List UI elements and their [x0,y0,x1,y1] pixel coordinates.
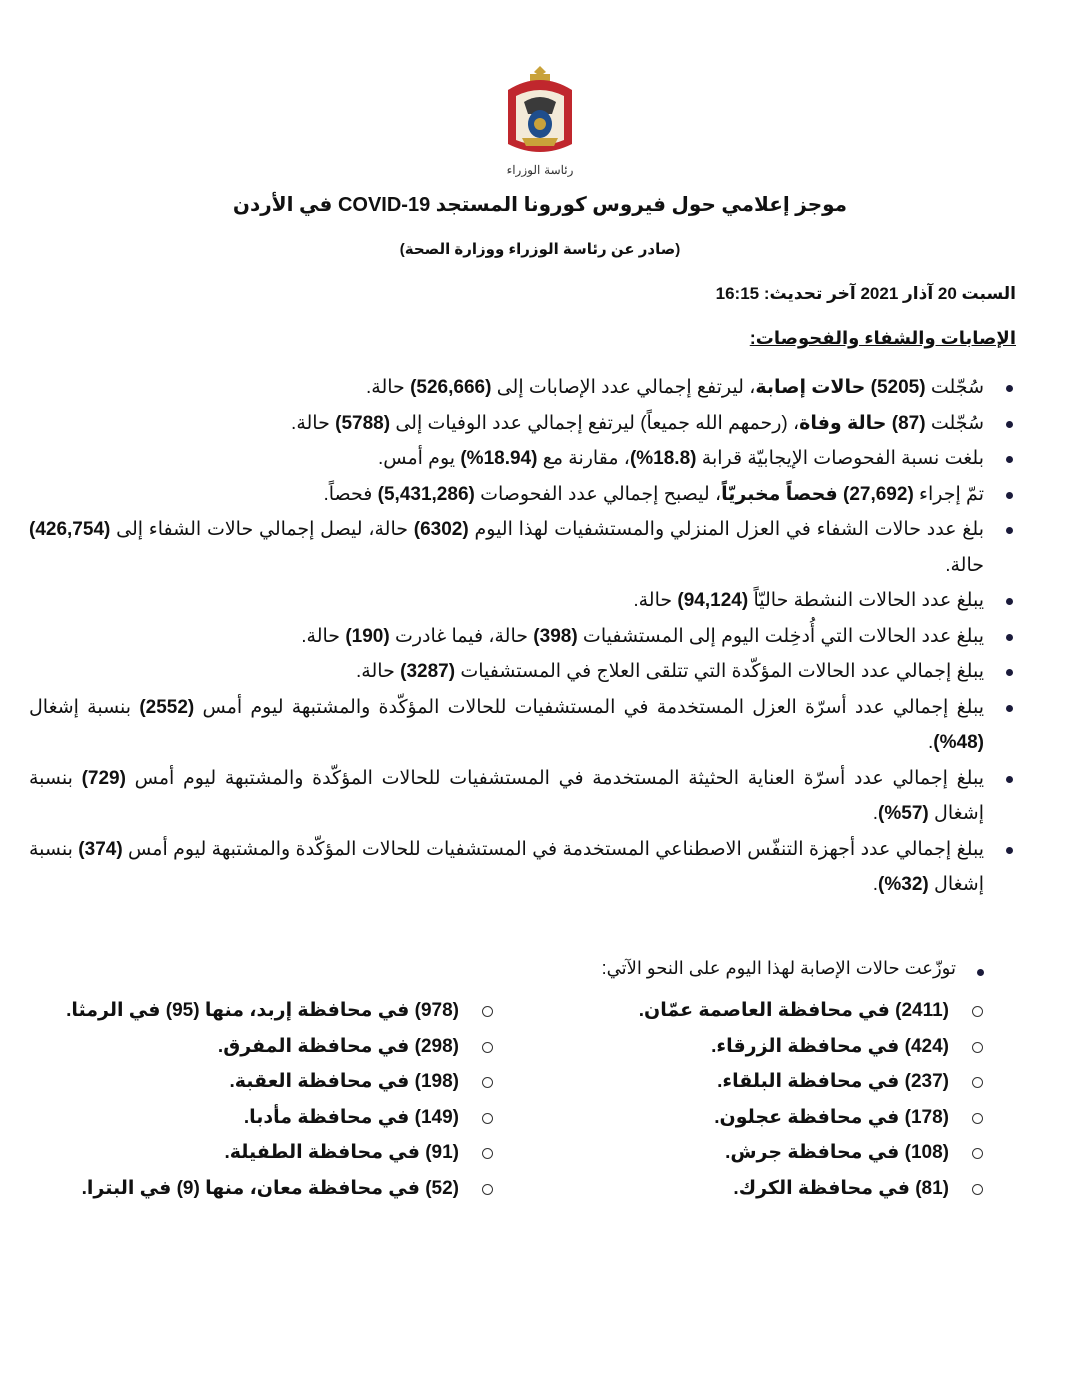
bold-figure: (18.94%) [460,448,538,469]
bullet-text: ، مقارنة مع [537,448,630,469]
bullet-text: حالة، فيما غادرت [389,625,534,647]
governorate-item: (424) في محافظة الزرقاء. [639,1029,985,1065]
svg-text:رئاسة الوزراء: رئاسة الوزراء [507,163,574,177]
bold-figure: (526,666) [410,377,492,398]
stat-bullet-item: سُجّلت (5205) حالات إصابة، ليرتفع إجمالي… [29,370,1013,406]
stat-bullet-item: بلغت نسبة الفحوصات الإيجابيّة قرابة (18.… [29,441,1013,477]
bullet-text: سُجّلت [925,412,984,434]
bullet-text: يبلغ إجمالي عدد أجهزة التنفّس الاصطناعي … [122,838,984,860]
bullet-text: بنسبة إشغال [29,696,140,718]
bullet-text: يبلغ إجمالي عدد أسرّة العزل المستخدمة في… [194,696,984,718]
governorate-item: (149) في محافظة مأدبا. [66,1100,495,1136]
bullet-text: . [872,874,879,895]
bullet-text: حالة. [291,412,336,434]
bold-figure: (5788) [335,412,391,434]
bold-figure: (2552) [139,696,195,718]
stat-bullet-item: بلغ عدد حالات الشفاء في العزل المنزلي وا… [29,512,1013,583]
governorate-item: (2411) في محافظة العاصمة عمّان. [639,993,985,1029]
bullet-text: بنسبة إشغال [29,838,984,896]
stat-bullet-item: يبلغ عدد الحالات التي أُدخِلت اليوم إلى … [29,619,1013,655]
stat-bullet-item: يبلغ عدد الحالات النشطة حاليّاً (94,124)… [29,583,1013,619]
governorate-item: (52) في محافظة معان، منها (9) في البترا. [66,1171,495,1207]
bullet-text: بلغت نسبة الفحوصات الإيجابيّة قرابة [696,448,984,469]
section-heading: الإصابات والشفاء والفحوصات: [749,328,1016,348]
bullet-text: سُجّلت [925,377,984,398]
bullet-text: فحصاً. [323,483,378,505]
stats-bullet-list: سُجّلت (5205) حالات إصابة، ليرتفع إجمالي… [29,370,1018,903]
distribution-heading: توزّعت حالات الإصابة لهذا اليوم على النح… [602,958,990,979]
governorate-item: (108) في محافظة جرش. [639,1135,985,1171]
bold-figure: (57%) [878,803,929,824]
bullet-text: حالة. [633,590,678,611]
bold-figure: (426,754) [29,519,111,540]
bullet-text: تمّ إجراء [913,483,984,505]
bullet-text: . [928,732,934,753]
bullet-text: بلغ عدد حالات الشفاء في العزل المنزلي وا… [468,519,984,540]
bullet-text: حالة. [356,661,401,682]
stat-bullet-item: يبلغ إجمالي عدد الحالات المؤكّدة التي تت… [29,654,1013,690]
bullet-text: يبلغ عدد الحالات النشطة حاليّاً [748,590,984,611]
stat-bullet-item: تمّ إجراء (27,692) فحصاً مخبريّاً، ليصبح… [29,477,1013,513]
bullet-text: يبلغ عدد الحالات التي أُدخِلت اليوم إلى … [577,625,984,647]
bold-figure: (3287) [400,661,456,682]
bullet-text: . [872,803,879,824]
stat-bullet-item: سُجّلت (87) حالة وفاة، (رحمهم الله جميعا… [29,406,1013,442]
stat-bullet-item: يبلغ إجمالي عدد أسرّة العزل المستخدمة في… [29,690,1013,761]
bullet-text: بنسبة إشغال [29,767,984,825]
governorate-item: (81) في محافظة الكرك. [639,1171,985,1207]
bullet-text: حالة، ليصل إجمالي حالات الشفاء إلى [110,519,414,540]
bullet-text: حالة. [366,377,411,398]
page-subtitle: (صادر عن رئاسة الوزراء ووزارة الصحة) [399,241,681,258]
bold-figure: (18.8%) [629,448,697,469]
date-update-line: السبت 20 آذار 2021 آخر تحديث: 16:15 [715,284,1016,303]
bold-figure: (87) حالة وفاة [799,412,926,434]
page-title: موجز إعلامي حول فيروس كورونا المستجد COV… [232,194,848,216]
governorate-item: (298) في محافظة المفرق. [66,1029,495,1065]
governorate-item: (91) في محافظة الطفيلة. [66,1135,495,1171]
governorate-list-right: (2411) في محافظة العاصمة عمّان. (424) في… [639,993,985,1206]
bullet-text: يبلغ إجمالي عدد الحالات المؤكّدة التي تت… [455,661,984,682]
bullet-text: حالة. [945,554,984,576]
stat-bullet-item: يبلغ إجمالي عدد أسرّة العناية الحثيثة ال… [29,761,1013,832]
bullet-text: حالة. [301,625,346,647]
bold-figure: (374) [78,838,123,860]
bold-figure: (32%) [878,874,929,895]
bullet-text: يبلغ إجمالي عدد أسرّة العناية الحثيثة ال… [125,767,984,789]
bold-figure: (94,124) [677,590,749,611]
bold-figure: (190) [345,625,390,647]
bold-figure: (5205) حالات إصابة [755,377,926,398]
governorate-item: (198) في محافظة العقبة. [66,1064,495,1100]
bold-figure: (398) [533,625,578,647]
bold-figure: (729) [81,767,126,789]
governorate-list-left: (978) في محافظة إربد، منها (95) في الرمث… [66,993,495,1206]
stat-bullet-item: يبلغ إجمالي عدد أجهزة التنفّس الاصطناعي … [29,832,1013,903]
bold-figure: (5,431,286) [377,483,475,505]
bullet-text: ، ليرتفع إجمالي عدد الإصابات إلى [491,377,756,398]
jordan-coat-of-arms-logo: رئاسة الوزراء [500,62,580,182]
bold-figure: (27,692) فحصاً مخبريّاً [721,483,914,505]
governorate-item: (237) في محافظة البلقاء. [639,1064,985,1100]
bold-figure: (6302) [413,519,469,540]
governorate-item: (978) في محافظة إربد، منها (95) في الرمث… [66,993,495,1029]
bullet-text: ، ليصبح إجمالي عدد الفحوصات [474,483,722,505]
bold-figure: (48%) [933,732,984,753]
bullet-text: يوم أمس. [377,448,461,469]
bullet-text: ، (رحمهم الله جميعاً) ليرتفع إجمالي عدد … [390,412,800,434]
governorate-item: (178) في محافظة عجلون. [639,1100,985,1136]
